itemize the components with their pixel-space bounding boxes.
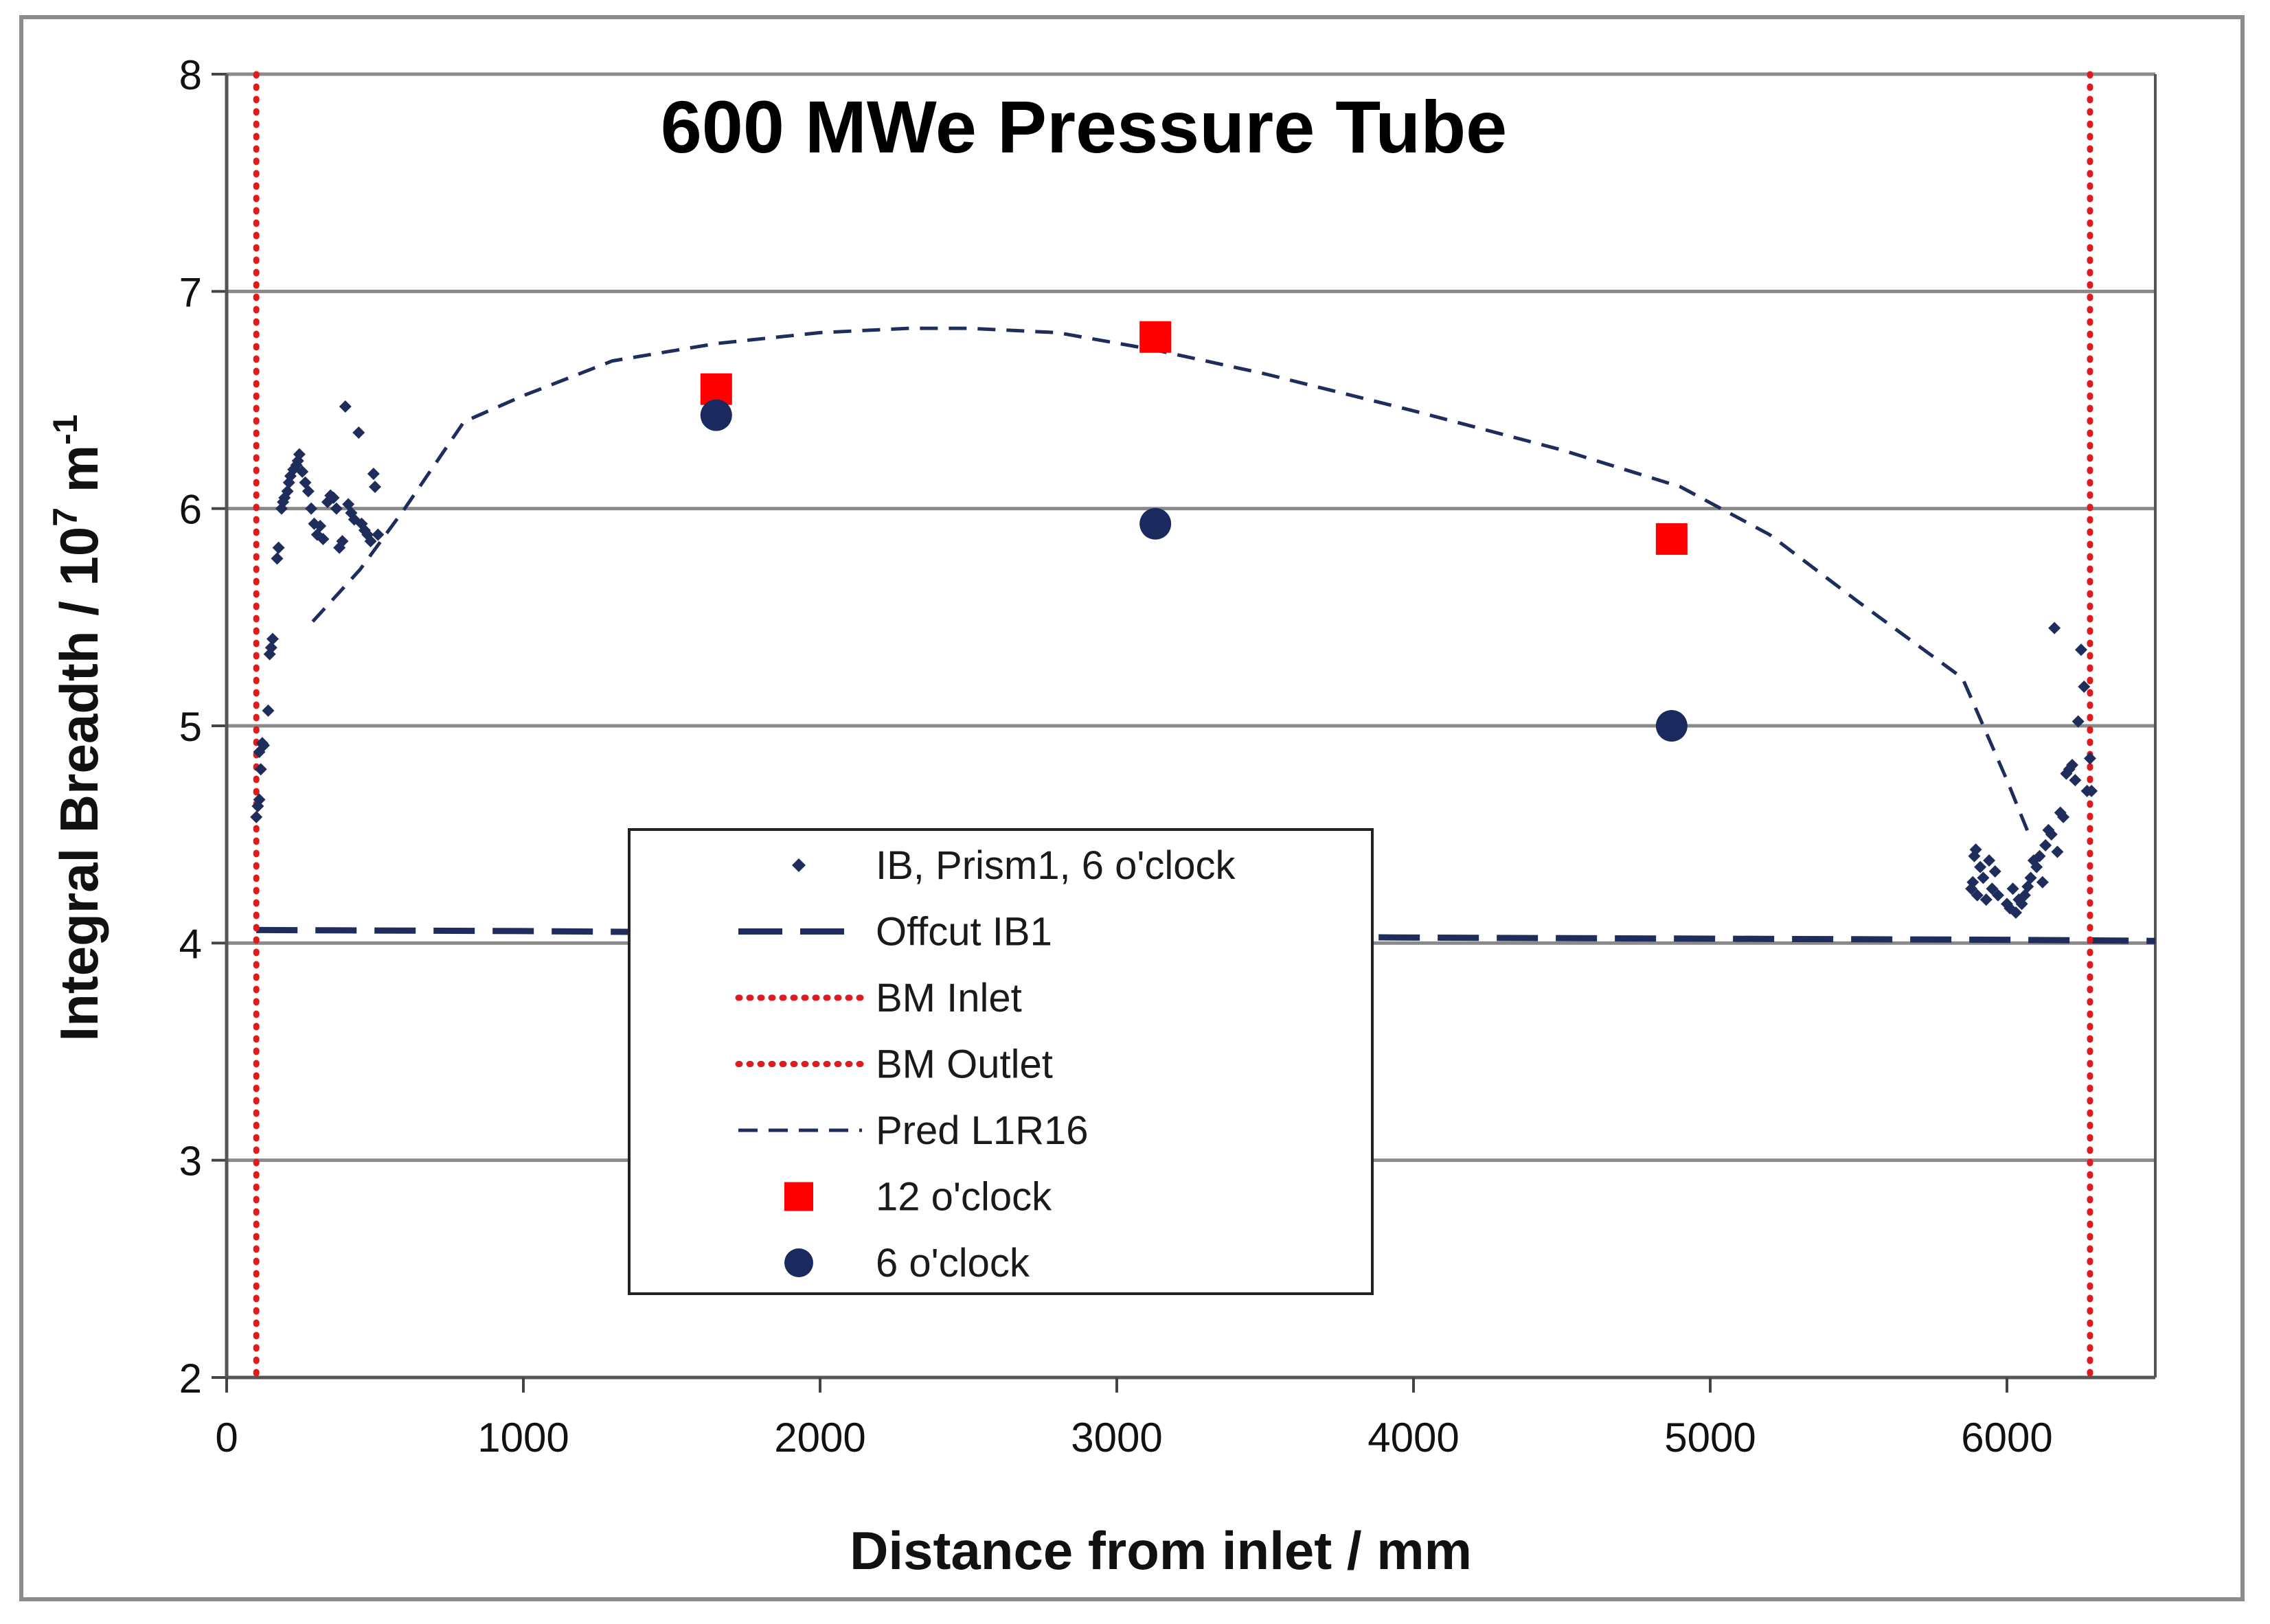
legend-label: Offcut IB1 bbox=[876, 910, 1052, 954]
ib-prism1-point bbox=[1979, 893, 1993, 906]
ib-prism1-point bbox=[262, 704, 275, 717]
legend-symbol-circle bbox=[784, 1248, 813, 1277]
series-pred-l1r16-line bbox=[311, 326, 2032, 840]
ib-prism1-point bbox=[367, 468, 380, 481]
ib-prism1-point bbox=[317, 532, 330, 545]
ib-prism1-point bbox=[2039, 838, 2052, 851]
ib-prism1-point bbox=[281, 485, 294, 498]
y-axis-title-exp: 7 bbox=[46, 507, 84, 527]
ib-prism1-point bbox=[1974, 860, 1987, 873]
legend-label: BM Inlet bbox=[876, 976, 1022, 1020]
legend-symbol-diamond bbox=[792, 858, 806, 872]
ib-prism1-point bbox=[2069, 774, 2082, 787]
ib-prism1-point bbox=[2072, 715, 2085, 728]
x-tick-label: 2000 bbox=[774, 1415, 865, 1461]
ib-prism1-point bbox=[253, 793, 266, 806]
x-tick-label: 1000 bbox=[477, 1415, 569, 1461]
six-oclock-point bbox=[700, 399, 732, 431]
y-tick-label: 4 bbox=[179, 921, 202, 967]
ib-prism1-point bbox=[330, 502, 343, 515]
y-tick-label: 6 bbox=[179, 487, 202, 533]
ib-prism1-point bbox=[339, 400, 352, 413]
legend-label: BM Outlet bbox=[876, 1042, 1053, 1087]
ib-prism1-point bbox=[1986, 882, 1999, 895]
six-oclock-point bbox=[1655, 710, 1688, 742]
ib-prism1-point bbox=[2045, 828, 2058, 841]
ib-prism1-point bbox=[1966, 876, 1979, 889]
axes: 2 3 4 5 6 7 8 0 1000 2000 3000 4000 5000 6000 bbox=[179, 52, 2157, 1461]
twelve-oclock-point bbox=[1655, 523, 1688, 555]
ib-prism1-point bbox=[250, 810, 263, 823]
x-axis-title: Distance from inlet / mm bbox=[850, 1520, 1472, 1581]
y-axis-title-unit: m bbox=[49, 445, 109, 507]
legend-label: 12 o'clock bbox=[876, 1175, 1052, 1220]
legend-symbol-square bbox=[784, 1182, 813, 1211]
ib-prism1-point bbox=[254, 763, 267, 776]
ib-prism1-point bbox=[2006, 882, 2019, 895]
ib-prism1-point bbox=[1992, 889, 2005, 902]
ib-prism1-point bbox=[327, 491, 340, 504]
y-tick-label: 7 bbox=[179, 269, 202, 315]
ib-prism1-point bbox=[2075, 643, 2087, 656]
ib-prism1-point bbox=[305, 502, 318, 515]
ib-prism1-point bbox=[264, 641, 277, 654]
ib-prism1-point bbox=[2057, 810, 2070, 823]
ib-prism1-point bbox=[2036, 876, 2049, 889]
ib-prism1-point bbox=[364, 535, 377, 548]
legend-label: Pred L1R16 bbox=[876, 1108, 1089, 1153]
ib-prism1-point bbox=[336, 535, 349, 548]
y-axis-title-unit-exp: -1 bbox=[46, 414, 84, 444]
ib-prism1-point bbox=[1988, 865, 2001, 878]
ib-prism1-point bbox=[1977, 871, 1990, 884]
twelve-oclock-point bbox=[1139, 321, 1172, 353]
y-tick-label: 3 bbox=[179, 1139, 202, 1185]
x-tick-label: 6000 bbox=[1961, 1415, 2052, 1461]
legend: IB, Prism1, 6 o'clock Offcut IB1 BM Inlet B… bbox=[628, 828, 1374, 1295]
legend-box bbox=[628, 828, 1374, 1295]
ib-prism1-point bbox=[2066, 758, 2079, 771]
x-tick-label: 4000 bbox=[1367, 1415, 1459, 1461]
ib-prism1-point bbox=[2083, 752, 2096, 765]
ib-prism1-point bbox=[302, 485, 315, 498]
ib-prism1-point bbox=[2048, 621, 2061, 634]
legend-label: 6 o'clock bbox=[876, 1241, 1030, 1285]
ib-prism1-point bbox=[2078, 681, 2091, 694]
y-axis-title-main: Integral Breadth / 10 bbox=[49, 527, 109, 1042]
ib-prism1-point bbox=[1969, 843, 1982, 856]
y-tick-label: 8 bbox=[179, 52, 202, 98]
x-tick-label: 0 bbox=[215, 1415, 238, 1461]
legend-label: IB, Prism1, 6 o'clock bbox=[876, 843, 1236, 888]
y-tick-label: 5 bbox=[179, 704, 202, 750]
six-oclock-point bbox=[1139, 507, 1172, 540]
ib-prism1-point bbox=[314, 519, 327, 532]
ib-prism1-point bbox=[1971, 889, 1984, 902]
ib-prism1-point bbox=[271, 552, 284, 565]
ib-prism1-point bbox=[352, 426, 365, 439]
ib-prism1-point bbox=[2024, 871, 2037, 884]
ib-prism1-point bbox=[2009, 906, 2022, 919]
ib-prism1-point bbox=[1983, 854, 1996, 867]
ib-prism1-point bbox=[266, 632, 279, 645]
x-tick-label: 5000 bbox=[1664, 1415, 1756, 1461]
ib-prism1-point bbox=[2051, 845, 2064, 858]
ib-prism1-point bbox=[2085, 784, 2098, 797]
y-tick-label: 2 bbox=[179, 1356, 202, 1402]
ib-prism1-point bbox=[293, 448, 306, 461]
ib-prism1-point bbox=[2033, 849, 2046, 862]
ib-prism1-point bbox=[296, 465, 309, 478]
y-axis-title: Integral Breadth / 107 m-1 bbox=[46, 414, 109, 1041]
x-tick-label: 3000 bbox=[1071, 1415, 1162, 1461]
ib-prism1-point bbox=[258, 739, 270, 752]
ib-prism1-point bbox=[272, 541, 285, 554]
ib-prism1-point bbox=[369, 481, 381, 494]
chart-title: 600 MWe Pressure Tube bbox=[661, 85, 1508, 168]
ib-prism1-point bbox=[2030, 860, 2043, 873]
ib-prism1-point bbox=[372, 528, 385, 541]
